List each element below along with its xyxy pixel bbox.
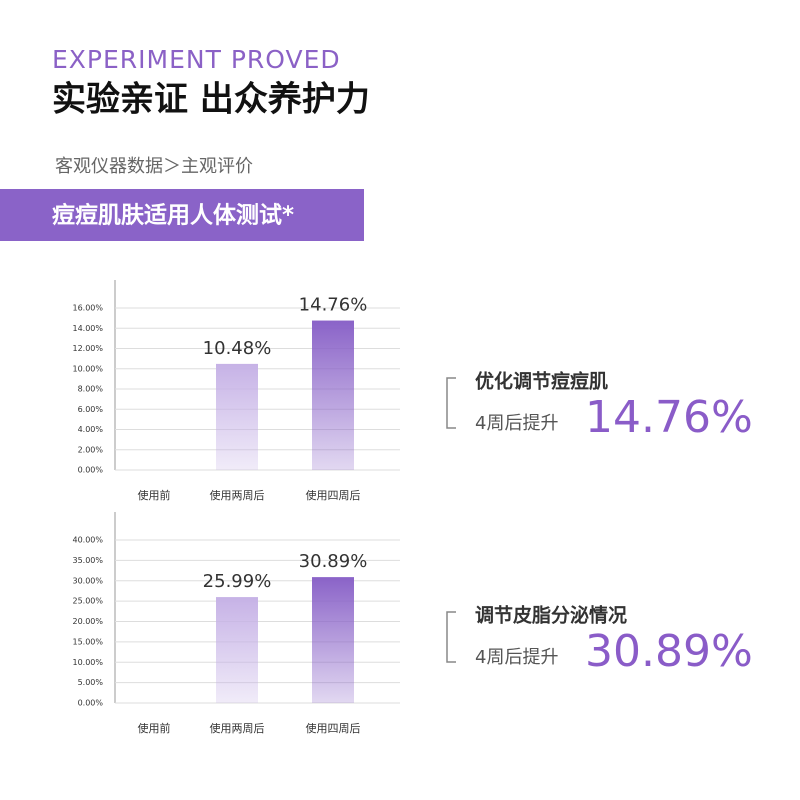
y-tick-label: 8.00% bbox=[78, 385, 104, 394]
banner: 痘痘肌肤适用人体测试* bbox=[52, 202, 294, 229]
x-tick-label: 使用四周后 bbox=[306, 489, 361, 502]
x-tick-label: 使用两周后 bbox=[210, 489, 265, 502]
y-tick-label: 12.00% bbox=[72, 344, 103, 353]
callout-title: 优化调节痘痘肌 bbox=[475, 370, 608, 393]
bar bbox=[312, 320, 354, 470]
y-tick-label: 2.00% bbox=[78, 445, 104, 454]
y-tick-label: 20.00% bbox=[72, 617, 103, 626]
y-tick-label: 10.00% bbox=[72, 658, 103, 667]
title: 实验亲证 出众养护力 bbox=[52, 80, 370, 120]
value-label: 14.76% bbox=[299, 295, 368, 316]
x-tick-label: 使用前 bbox=[138, 721, 171, 735]
y-tick-label: 14.00% bbox=[72, 324, 103, 333]
y-tick-label: 35.00% bbox=[72, 556, 103, 565]
eyebrow: EXPERIMENT PROVED bbox=[52, 45, 341, 74]
y-tick-label: 5.00% bbox=[78, 678, 104, 687]
y-tick-label: 15.00% bbox=[72, 637, 103, 646]
caption: 客观仪器数据＞主观评价 bbox=[55, 156, 253, 177]
callout-value: 30.89% bbox=[585, 626, 753, 677]
y-tick-label: 0.00% bbox=[78, 466, 104, 475]
y-tick-label: 0.00% bbox=[78, 699, 104, 708]
bar bbox=[312, 577, 354, 703]
y-tick-label: 40.00% bbox=[72, 536, 103, 545]
value-label: 30.89% bbox=[299, 551, 368, 572]
y-tick-label: 25.00% bbox=[72, 597, 103, 606]
callout-prefix: 4周后提升 bbox=[475, 647, 558, 668]
callout-prefix: 4周后提升 bbox=[475, 413, 558, 434]
x-tick-label: 使用四周后 bbox=[306, 722, 361, 735]
bar bbox=[216, 363, 258, 470]
y-tick-label: 10.00% bbox=[72, 364, 103, 373]
bracket bbox=[446, 611, 456, 663]
x-tick-label: 使用两周后 bbox=[210, 722, 265, 735]
y-tick-label: 4.00% bbox=[78, 425, 104, 434]
y-tick-label: 16.00% bbox=[72, 304, 103, 313]
x-tick-label: 使用前 bbox=[138, 488, 171, 502]
value-label: 25.99% bbox=[203, 571, 272, 592]
y-tick-label: 30.00% bbox=[72, 576, 103, 585]
callout-title: 调节皮脂分泌情况 bbox=[475, 604, 627, 627]
y-tick-label: 6.00% bbox=[78, 405, 104, 414]
callout-value: 14.76% bbox=[585, 392, 753, 443]
bracket bbox=[446, 377, 456, 429]
value-label: 10.48% bbox=[203, 338, 272, 359]
banner-bg bbox=[0, 189, 364, 241]
bar bbox=[216, 597, 258, 703]
